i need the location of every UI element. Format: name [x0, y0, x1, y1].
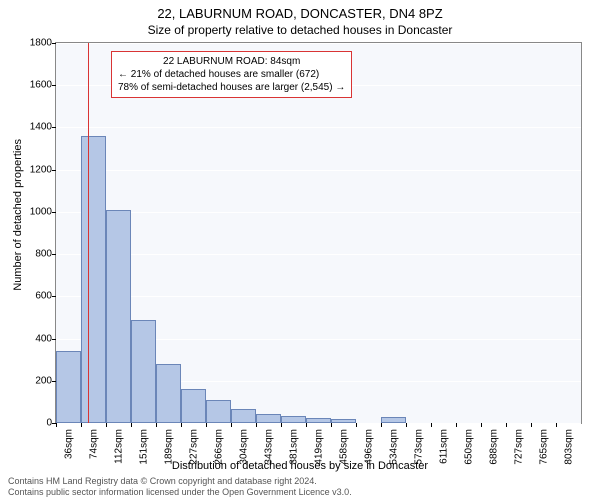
gridline	[56, 423, 581, 424]
y-tickmark	[52, 254, 56, 255]
x-tickmark	[431, 423, 432, 427]
x-tickmark	[106, 423, 107, 427]
x-tickmark	[506, 423, 507, 427]
x-tickmark	[281, 423, 282, 427]
x-tickmark	[481, 423, 482, 427]
x-tickmark	[531, 423, 532, 427]
y-tickmark	[52, 170, 56, 171]
gridline	[56, 127, 581, 128]
footer-line-1: Contains HM Land Registry data © Crown c…	[8, 476, 352, 487]
gridline	[56, 170, 581, 171]
x-tickmark	[181, 423, 182, 427]
x-tick-label: 112sqm	[113, 429, 124, 464]
x-tickmark	[381, 423, 382, 427]
x-tickmark	[556, 423, 557, 427]
histogram-bar	[256, 414, 281, 424]
x-tickmark	[206, 423, 207, 427]
x-tickmark	[306, 423, 307, 427]
x-tickmark	[331, 423, 332, 427]
x-tickmark	[156, 423, 157, 427]
annotation-line: 78% of semi-detached houses are larger (…	[118, 81, 345, 94]
x-tickmark	[406, 423, 407, 427]
histogram-bar	[281, 416, 306, 423]
y-tick-label: 600	[35, 291, 52, 302]
y-tick-label: 400	[35, 333, 52, 344]
histogram-bar	[56, 351, 81, 423]
histogram-bar	[81, 136, 106, 423]
y-tick-label: 1200	[30, 164, 52, 175]
x-tick-label: 611sqm	[438, 429, 449, 464]
subtitle: Size of property relative to detached ho…	[0, 21, 600, 37]
x-axis-label: Distribution of detached houses by size …	[0, 460, 600, 472]
histogram-bar	[231, 409, 256, 423]
annotation-line: ← 21% of detached houses are smaller (67…	[118, 68, 345, 81]
x-tickmark	[231, 423, 232, 427]
histogram-bar	[156, 364, 181, 423]
plot-area: 02004006008001000120014001600180036sqm74…	[55, 42, 582, 424]
histogram-bar	[331, 419, 356, 423]
y-tick-label: 1600	[30, 80, 52, 91]
annotation-line: 22 LABURNUM ROAD: 84sqm	[118, 55, 345, 68]
y-tick-label: 200	[35, 375, 52, 386]
histogram-bar	[206, 400, 231, 423]
y-tick-label: 800	[35, 249, 52, 260]
footer-attribution: Contains HM Land Registry data © Crown c…	[8, 476, 352, 498]
gridline	[56, 43, 581, 44]
x-tickmark	[131, 423, 132, 427]
y-tickmark	[52, 339, 56, 340]
y-tickmark	[52, 296, 56, 297]
annotation-box: 22 LABURNUM ROAD: 84sqm← 21% of detached…	[111, 51, 352, 98]
gridline	[56, 254, 581, 255]
y-tickmark	[52, 212, 56, 213]
x-tickmark	[81, 423, 82, 427]
histogram-bar	[306, 418, 331, 423]
x-tickmark	[456, 423, 457, 427]
y-tick-label: 1800	[30, 38, 52, 49]
histogram-bar	[106, 210, 131, 423]
y-tickmark	[52, 43, 56, 44]
y-tick-label: 1400	[30, 122, 52, 133]
gridline	[56, 296, 581, 297]
x-tick-label: 74sqm	[88, 429, 99, 459]
x-tickmark	[256, 423, 257, 427]
address-title: 22, LABURNUM ROAD, DONCASTER, DN4 8PZ	[0, 0, 600, 21]
footer-line-2: Contains public sector information licen…	[8, 487, 352, 498]
y-tick-label: 0	[46, 418, 52, 429]
y-axis-label: Number of detached properties	[12, 139, 24, 291]
gridline	[56, 212, 581, 213]
histogram-bar	[381, 417, 406, 423]
property-marker-line	[88, 43, 89, 423]
x-tickmark	[56, 423, 57, 427]
histogram-bar	[131, 320, 156, 423]
chart-container: 22, LABURNUM ROAD, DONCASTER, DN4 8PZ Si…	[0, 0, 600, 500]
x-tickmark	[356, 423, 357, 427]
histogram-bar	[181, 389, 206, 423]
x-tick-label: 36sqm	[63, 429, 74, 459]
y-tickmark	[52, 127, 56, 128]
y-tickmark	[52, 85, 56, 86]
y-tick-label: 1000	[30, 206, 52, 217]
